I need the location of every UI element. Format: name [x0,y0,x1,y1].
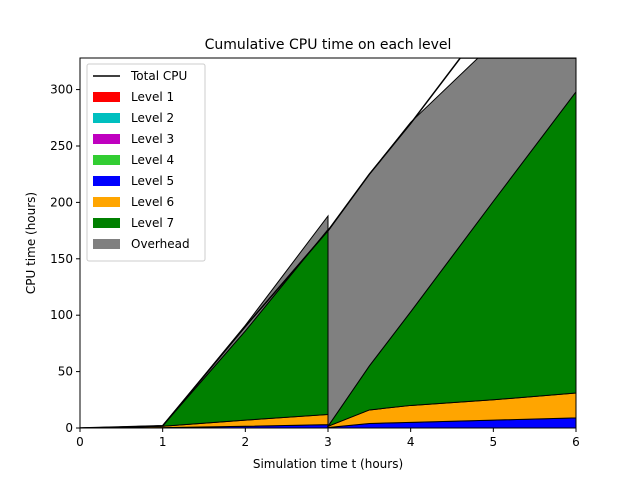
y-tick-label: 100 [50,308,73,322]
legend-swatch-level-6 [93,197,120,207]
x-tick-label: 5 [490,435,498,449]
x-axis-label: Simulation time t (hours) [253,457,403,471]
legend-label-level-2: Level 2 [131,111,174,125]
legend-label-level-7: Level 7 [131,216,174,230]
x-tick-label: 6 [572,435,580,449]
legend-label-level-3: Level 3 [131,132,174,146]
y-tick-label: 200 [50,195,73,209]
legend: Total CPU Level 1 Level 2 Level 3 Level 4 Lev… [86,63,206,262]
y-tick-label: 250 [50,139,73,153]
y-tick-label: 50 [58,365,73,379]
legend-swatch-level-1 [93,92,120,102]
y-tick-label: 150 [50,252,73,266]
x-tick-label: 0 [76,435,84,449]
x-tick-label: 1 [159,435,167,449]
legend-swatch-level-2 [93,113,120,123]
x-axis-ticks: 0 1 2 3 4 5 6 [76,428,580,449]
legend-label-level-4: Level 4 [131,153,174,167]
legend-swatch-level-4 [93,155,120,165]
y-axis-label: CPU time (hours) [24,192,38,294]
legend-swatch-level-5 [93,176,120,186]
y-tick-label: 0 [65,421,73,435]
x-tick-label: 3 [324,435,332,449]
x-tick-label: 2 [242,435,250,449]
legend-label-level-6: Level 6 [131,195,174,209]
chart-title: Cumulative CPU time on each level [205,37,452,53]
legend-label-level-1: Level 1 [131,90,174,104]
legend-label-overhead: Overhead [131,237,190,251]
total-cpu-line-group [80,58,576,428]
total-cpu-line [80,58,576,428]
legend-label-level-5: Level 5 [131,174,174,188]
y-axis-ticks: 0 50 100 150 200 250 300 [50,83,80,435]
legend-swatch-level-3 [93,134,120,144]
legend-swatch-level-7 [93,218,120,228]
y-tick-label: 300 [50,83,73,97]
x-tick-label: 4 [407,435,415,449]
stacked-areas [80,58,576,428]
legend-swatch-overhead [93,239,120,249]
legend-label-total-cpu: Total CPU [130,69,187,83]
